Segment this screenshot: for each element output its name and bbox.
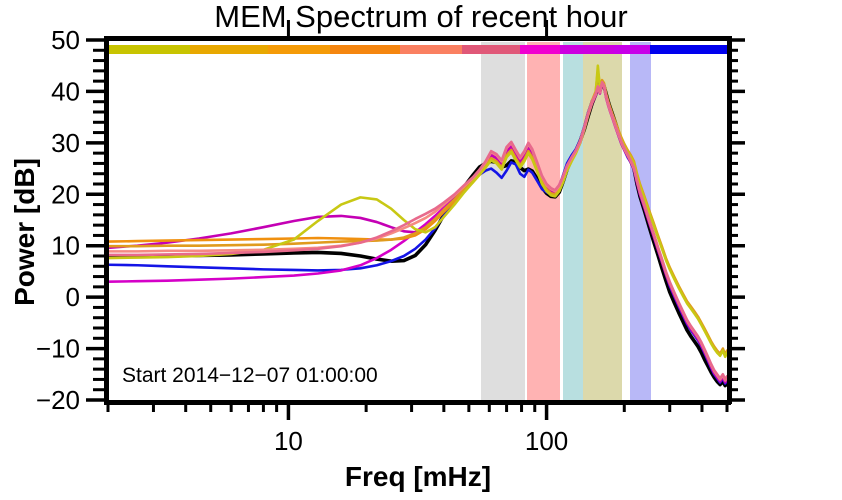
axis-spine-bottom	[104, 400, 731, 405]
color-bar-segment-8	[614, 45, 650, 54]
axis-spine-top	[104, 36, 731, 41]
x-tick-label: 100	[525, 426, 568, 456]
trace-salmon-2	[106, 80, 729, 381]
y-tick-label: 50	[51, 25, 80, 55]
color-bar-segment-4	[400, 45, 462, 54]
color-bar	[108, 45, 727, 54]
band-purple	[630, 42, 651, 400]
x-axis-ticks: 10 100	[106, 20, 729, 456]
y-tick-label: 20	[51, 179, 80, 209]
axis-spine-left	[104, 36, 109, 404]
y-axis-label: Power [dB]	[9, 158, 40, 306]
y-tick-label: −20	[36, 385, 80, 415]
band-khaki	[583, 42, 622, 400]
start-time-annotation: Start 2014−12−07 01:00:00	[122, 364, 378, 387]
y-tick-label: −10	[36, 334, 80, 364]
y-tick-label: 40	[51, 76, 80, 106]
axis-spine-right	[727, 36, 732, 404]
y-tick-label: 0	[66, 282, 80, 312]
color-bar-segment-5	[462, 45, 520, 54]
y-tick-label: 10	[51, 231, 80, 261]
color-bar-segment-9	[650, 45, 727, 54]
y-tick-label: 30	[51, 128, 80, 158]
axes-frame	[104, 36, 732, 405]
x-tick-label: 10	[274, 426, 303, 456]
color-bar-segment-6	[520, 45, 560, 54]
shaded-bands-group	[481, 42, 651, 400]
band-cyan	[563, 42, 583, 400]
color-bar-segment-2	[268, 45, 330, 54]
color-bar-segment-0	[108, 45, 190, 54]
color-bar-segment-7	[560, 45, 614, 54]
series-group	[106, 64, 729, 388]
band-gray	[481, 42, 525, 400]
y-axis-ticks: −20 −10 0 10 20 30 40 50	[36, 25, 745, 415]
band-pink	[527, 42, 560, 400]
x-axis-label: Freq [mHz]	[345, 461, 491, 492]
color-bar-segment-3	[330, 45, 400, 54]
color-bar-segment-1	[190, 45, 268, 54]
chart-title: MEM Spectrum of recent hour	[214, 0, 628, 34]
